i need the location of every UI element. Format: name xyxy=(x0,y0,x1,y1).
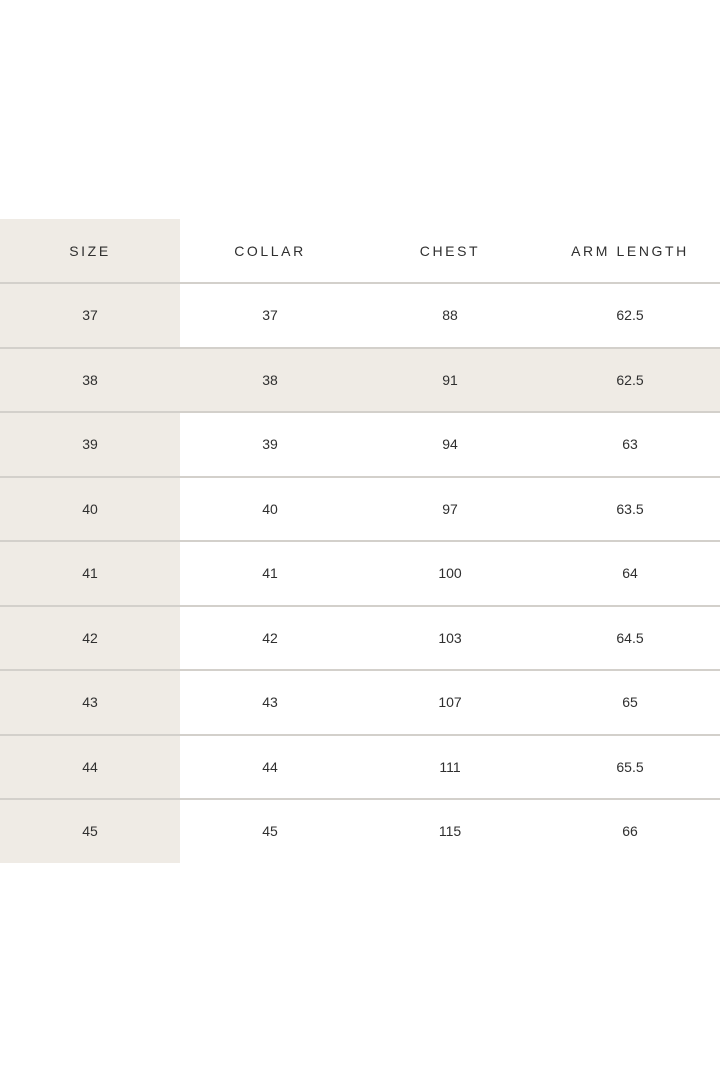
table-row: 42 42 103 64.5 xyxy=(0,605,720,671)
table-row: 39 39 94 63 xyxy=(0,412,720,478)
header-row: SIZE COLLAR CHEST ARM LENGTH xyxy=(0,219,720,284)
table-row: 41 41 100 64 xyxy=(0,541,720,607)
cell-size: 41 xyxy=(0,541,180,607)
cell-collar: 43 xyxy=(180,670,360,736)
cell-chest: 97 xyxy=(360,476,540,542)
cell-collar: 44 xyxy=(180,734,360,800)
cell-collar: 38 xyxy=(180,347,360,413)
cell-arm-length: 62.5 xyxy=(540,283,720,349)
cell-chest: 91 xyxy=(360,347,540,413)
size-chart-table: SIZE COLLAR CHEST ARM LENGTH 37 37 88 62.5 38 38… xyxy=(0,219,720,863)
cell-arm-length: 66 xyxy=(622,823,638,840)
cell-chest: 88 xyxy=(360,283,540,349)
cell-size: 43 xyxy=(0,670,180,736)
cell-arm-length: 65.5 xyxy=(540,734,720,800)
header-size: SIZE xyxy=(0,219,180,284)
cell-chest: 115 xyxy=(438,823,462,840)
table-row: 40 40 97 63.5 xyxy=(0,476,720,542)
cell-collar: 39 xyxy=(180,412,360,478)
cell-chest: 111 xyxy=(360,734,540,800)
cell-size: 38 xyxy=(0,347,180,413)
cell-arm-length: 63 xyxy=(540,412,720,478)
header-collar: COLLAR xyxy=(180,219,360,284)
table-row: 43 43 107 65 xyxy=(0,670,720,736)
cell-collar: 42 xyxy=(180,605,360,671)
cell-collar: 40 xyxy=(180,476,360,542)
cell-collar: 45 xyxy=(262,823,278,840)
cell-size: 42 xyxy=(0,605,180,671)
table-row: 45 45 115 66 xyxy=(0,799,720,863)
cell-arm-length: 65 xyxy=(540,670,720,736)
cell-collar: 37 xyxy=(180,283,360,349)
cell-size: 39 xyxy=(0,412,180,478)
cell-size: 40 xyxy=(0,476,180,542)
cell-chest: 103 xyxy=(360,605,540,671)
cell-chest: 94 xyxy=(360,412,540,478)
header-arm-length: ARM LENGTH xyxy=(540,219,720,284)
table-row: 44 44 111 65.5 xyxy=(0,734,720,800)
cell-size: 37 xyxy=(0,283,180,349)
cell-arm-length: 62.5 xyxy=(540,347,720,413)
cell-collar: 41 xyxy=(180,541,360,607)
cell-chest: 100 xyxy=(360,541,540,607)
cell-size: 44 xyxy=(0,734,180,800)
header-chest: CHEST xyxy=(360,219,540,284)
cell-chest: 107 xyxy=(360,670,540,736)
table-row: 37 37 88 62.5 xyxy=(0,283,720,349)
cell-arm-length: 64.5 xyxy=(540,605,720,671)
table-row: 38 38 91 62.5 xyxy=(0,347,720,413)
cell-arm-length: 63.5 xyxy=(540,476,720,542)
cell-size: 45 xyxy=(0,799,180,863)
cell-arm-length: 64 xyxy=(540,541,720,607)
